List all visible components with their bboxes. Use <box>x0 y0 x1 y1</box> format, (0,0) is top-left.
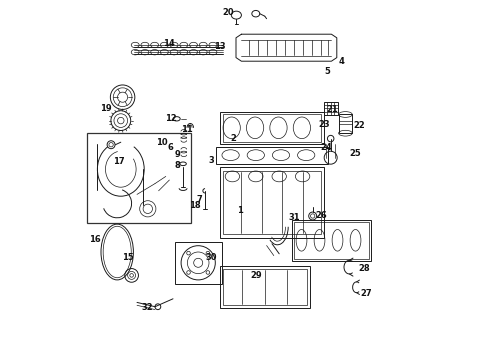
Text: 19: 19 <box>100 104 112 112</box>
Text: 10: 10 <box>156 138 168 147</box>
Text: 12: 12 <box>165 114 176 123</box>
Bar <box>339 114 352 133</box>
Text: 17: 17 <box>113 157 124 166</box>
Bar <box>87 133 191 223</box>
Text: 11: 11 <box>181 125 193 134</box>
Text: 14: 14 <box>163 39 175 48</box>
Text: 13: 13 <box>215 42 226 51</box>
Text: 31: 31 <box>288 213 300 222</box>
Text: 30: 30 <box>205 253 217 262</box>
Text: 25: 25 <box>349 149 361 158</box>
Text: 24: 24 <box>320 143 332 152</box>
Text: 27: 27 <box>360 289 372 298</box>
Text: 2: 2 <box>230 134 236 143</box>
Text: 22: 22 <box>353 122 365 130</box>
Text: 18: 18 <box>189 201 201 210</box>
Text: 5: 5 <box>324 68 330 77</box>
Text: 6: 6 <box>167 143 173 152</box>
Bar <box>222 114 321 142</box>
Bar <box>324 102 338 115</box>
Text: 3: 3 <box>209 156 215 165</box>
Text: 4: 4 <box>339 57 344 66</box>
Text: 8: 8 <box>174 161 180 170</box>
Text: 1: 1 <box>237 206 243 215</box>
Bar <box>294 222 369 259</box>
Bar <box>222 171 321 234</box>
Bar <box>222 269 307 305</box>
Text: 7: 7 <box>196 195 202 204</box>
Text: 15: 15 <box>122 253 134 262</box>
Text: 20: 20 <box>222 8 234 17</box>
Text: 23: 23 <box>319 120 330 129</box>
Bar <box>292 220 371 261</box>
Bar <box>220 112 324 144</box>
Text: 32: 32 <box>142 303 153 312</box>
Bar <box>175 242 221 284</box>
Text: 9: 9 <box>174 150 180 159</box>
Text: 26: 26 <box>315 211 327 220</box>
Text: 28: 28 <box>358 264 370 273</box>
Text: 29: 29 <box>250 271 262 280</box>
Text: 16: 16 <box>89 235 101 244</box>
Bar <box>220 167 324 238</box>
Bar <box>220 266 310 308</box>
Text: 21: 21 <box>326 105 338 114</box>
Bar <box>216 147 328 164</box>
